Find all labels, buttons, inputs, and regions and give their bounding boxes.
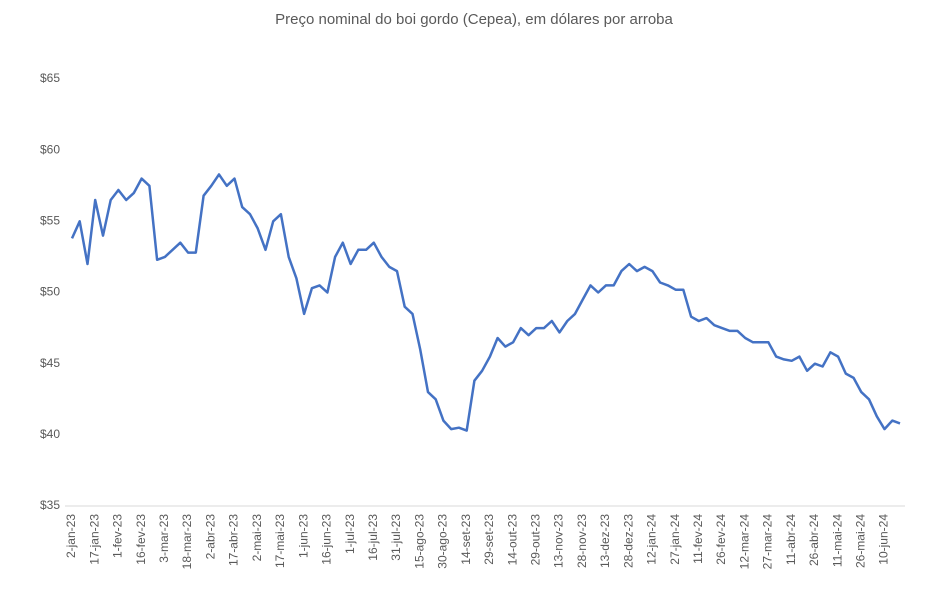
x-tick-label: 13-nov-23 (552, 514, 566, 568)
x-tick-label: 2-mai-23 (250, 514, 264, 562)
x-tick-label: 12-jan-24 (645, 514, 659, 565)
y-tick-label: $65 (40, 71, 60, 85)
x-tick-label: 13-dez-23 (598, 514, 612, 568)
x-tick-label: 10-jun-24 (877, 514, 891, 565)
x-tick-label: 26-fev-24 (714, 514, 728, 565)
x-tick-label: 16-fev-23 (134, 514, 148, 565)
x-tick-label: 17-mai-23 (273, 514, 287, 568)
data-line (70, 173, 901, 432)
x-tick-label: 1-jul-23 (343, 514, 357, 554)
x-tick-label: 28-nov-23 (575, 514, 589, 568)
x-tick-label: 14-set-23 (459, 514, 473, 565)
y-tick-label: $45 (40, 356, 60, 370)
x-tick-label: 1-jun-23 (296, 514, 310, 558)
y-tick-label: $35 (40, 498, 60, 512)
x-tick-label: 18-mar-23 (180, 514, 194, 570)
x-tick-label: 14-out-23 (505, 514, 519, 566)
x-tick-label: 11-mai-24 (830, 514, 844, 567)
chart-title: Preço nominal do boi gordo (Cepea), em d… (275, 11, 673, 28)
y-tick-label: $40 (40, 427, 60, 441)
x-tick-label: 2-abr-23 (203, 514, 217, 560)
x-tick-label: 12-mar-24 (737, 514, 751, 570)
y-tick-label: $50 (40, 285, 60, 299)
x-tick-label: 26-mai-24 (853, 514, 867, 568)
y-tick-label: $60 (40, 142, 60, 156)
x-tick-label: 2-jan-23 (64, 514, 78, 558)
x-tick-label: 26-abr-24 (807, 514, 821, 566)
x-tick-label: 30-ago-23 (436, 514, 450, 569)
x-tick-label: 27-jan-24 (668, 514, 682, 565)
x-tick-label: 11-fev-24 (691, 514, 705, 564)
x-tick-label: 17-abr-23 (227, 514, 241, 566)
x-tick-label: 27-mar-24 (761, 514, 775, 570)
x-tick-label: 16-jun-23 (320, 514, 334, 565)
x-tick-label: 16-jul-23 (366, 514, 380, 561)
x-tick-label: 29-set-23 (482, 514, 496, 565)
x-tick-label: 3-mar-23 (157, 514, 171, 563)
x-tick-label: 15-ago-23 (412, 514, 426, 569)
x-tick-label: 31-jul-23 (389, 514, 403, 561)
x-tick-label: 29-out-23 (528, 514, 542, 566)
y-tick-label: $55 (40, 214, 60, 228)
x-tick-label: 17-jan-23 (87, 514, 101, 565)
x-tick-label: 28-dez-23 (621, 514, 635, 568)
x-tick-label: 11-abr-24 (784, 514, 798, 565)
x-tick-label: 1-fev-23 (111, 514, 125, 558)
